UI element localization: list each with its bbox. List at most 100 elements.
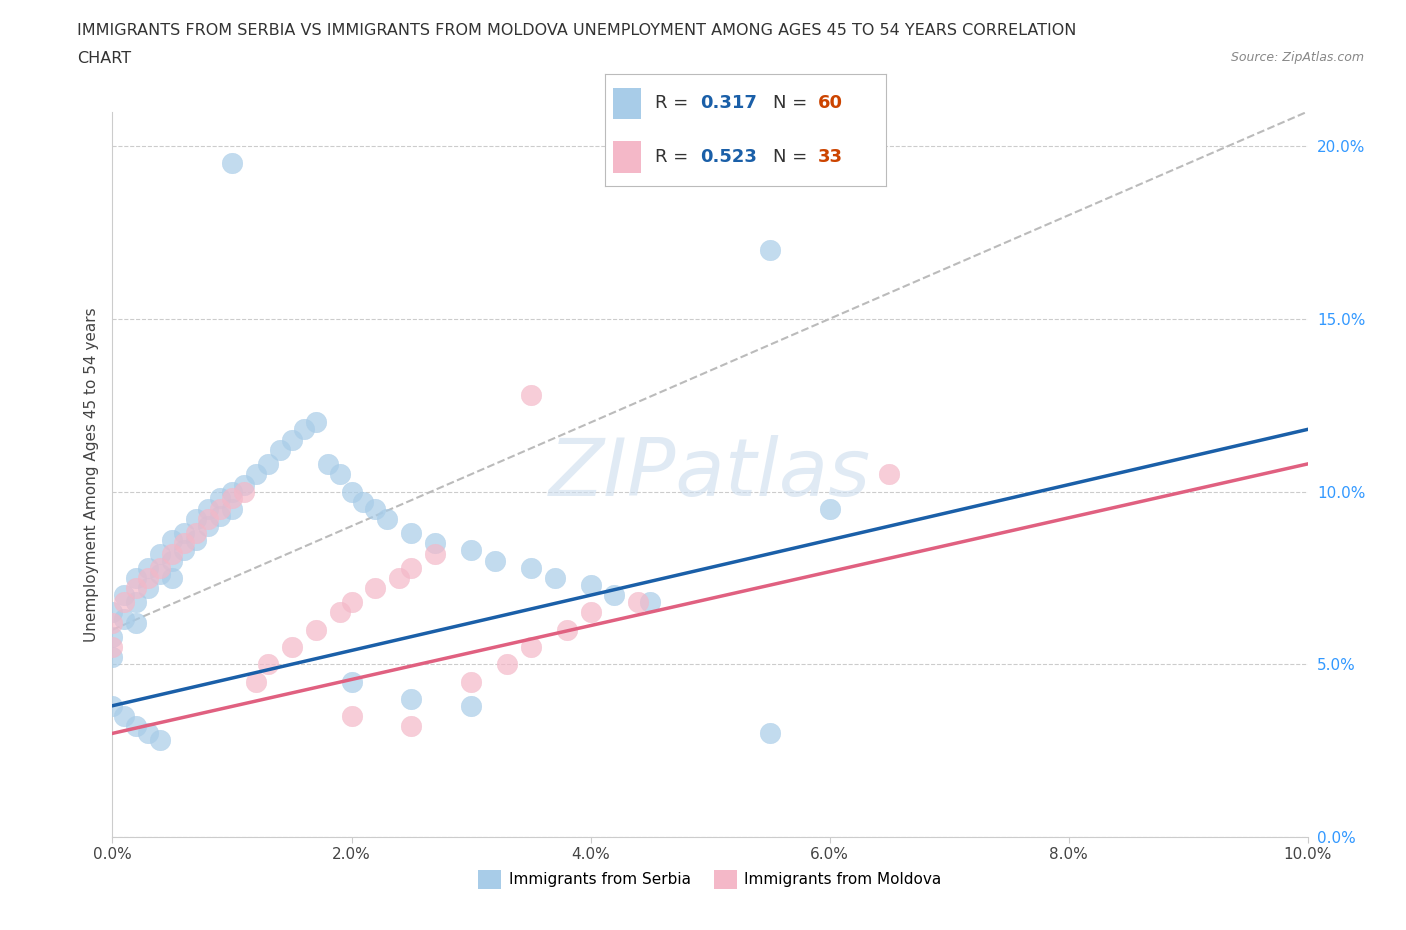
Point	[162, 546, 183, 561]
Point	[173, 536, 195, 551]
Point	[759, 243, 782, 258]
Point	[138, 560, 160, 575]
Point	[125, 594, 148, 609]
Text: 0.523: 0.523	[700, 148, 756, 166]
Point	[316, 457, 339, 472]
Point	[233, 485, 256, 499]
Text: 33: 33	[818, 148, 844, 166]
Point	[114, 709, 135, 724]
Text: R =: R =	[655, 95, 695, 113]
Y-axis label: Unemployment Among Ages 45 to 54 years: Unemployment Among Ages 45 to 54 years	[83, 307, 98, 642]
Point	[114, 588, 135, 603]
Point	[257, 657, 280, 671]
Point	[101, 650, 124, 665]
Point	[340, 709, 363, 724]
Point	[353, 495, 375, 510]
Point	[101, 616, 124, 631]
Point	[101, 605, 124, 620]
Point	[101, 630, 124, 644]
Point	[221, 501, 243, 516]
Point	[305, 415, 328, 430]
Point	[401, 719, 423, 734]
Point	[555, 622, 578, 637]
Point	[221, 485, 243, 499]
Text: N =: N =	[773, 95, 813, 113]
Point	[209, 491, 232, 506]
Point	[879, 467, 901, 482]
Point	[627, 594, 650, 609]
Point	[818, 501, 841, 516]
Point	[186, 533, 208, 548]
Point	[603, 588, 626, 603]
Point	[340, 485, 363, 499]
Point	[460, 543, 482, 558]
Point	[425, 546, 447, 561]
Text: R =: R =	[655, 148, 695, 166]
Point	[340, 674, 363, 689]
Point	[125, 616, 148, 631]
Text: Source: ZipAtlas.com: Source: ZipAtlas.com	[1230, 51, 1364, 64]
Point	[101, 640, 124, 655]
Point	[401, 525, 423, 540]
Text: 60: 60	[818, 95, 844, 113]
Point	[543, 570, 565, 585]
Point	[209, 509, 232, 524]
Point	[138, 726, 160, 741]
Text: 0.317: 0.317	[700, 95, 756, 113]
Text: IMMIGRANTS FROM SERBIA VS IMMIGRANTS FROM MOLDOVA UNEMPLOYMENT AMONG AGES 45 TO : IMMIGRANTS FROM SERBIA VS IMMIGRANTS FRO…	[77, 23, 1077, 38]
Point	[460, 698, 482, 713]
Point	[245, 674, 267, 689]
Point	[579, 605, 602, 620]
Point	[125, 719, 148, 734]
Point	[520, 560, 543, 575]
Point	[364, 501, 387, 516]
Point	[233, 477, 256, 492]
Point	[114, 594, 135, 609]
Text: ZIPatlas: ZIPatlas	[548, 435, 872, 513]
Point	[257, 457, 280, 472]
Point	[340, 594, 363, 609]
Point	[138, 570, 160, 585]
Point	[138, 581, 160, 596]
Point	[114, 612, 135, 627]
Point	[401, 691, 423, 706]
Point	[162, 553, 183, 568]
Point	[292, 422, 315, 437]
Point	[221, 491, 243, 506]
Point	[186, 512, 208, 526]
Point	[245, 467, 267, 482]
Point	[197, 501, 219, 516]
Point	[329, 605, 352, 620]
Point	[520, 388, 543, 403]
Point	[209, 501, 232, 516]
Point	[364, 581, 387, 596]
Text: CHART: CHART	[77, 51, 131, 66]
Point	[197, 512, 219, 526]
Point	[759, 726, 782, 741]
Point	[329, 467, 352, 482]
Point	[579, 578, 602, 592]
Bar	[613, 141, 641, 173]
Point	[149, 733, 172, 748]
Point	[281, 432, 304, 447]
Bar	[613, 87, 641, 119]
Point	[221, 156, 243, 171]
Point	[305, 622, 328, 637]
Point	[162, 570, 183, 585]
Point	[484, 553, 506, 568]
Point	[125, 581, 148, 596]
Point	[149, 567, 172, 582]
Point	[496, 657, 519, 671]
Text: N =: N =	[773, 148, 813, 166]
Point	[197, 519, 219, 534]
Legend: Immigrants from Serbia, Immigrants from Moldova: Immigrants from Serbia, Immigrants from …	[472, 864, 948, 895]
Point	[425, 536, 447, 551]
Point	[101, 698, 124, 713]
Point	[401, 560, 423, 575]
Point	[125, 570, 148, 585]
Point	[377, 512, 399, 526]
Point	[173, 525, 195, 540]
Point	[269, 443, 291, 458]
Point	[173, 543, 195, 558]
Point	[281, 640, 304, 655]
